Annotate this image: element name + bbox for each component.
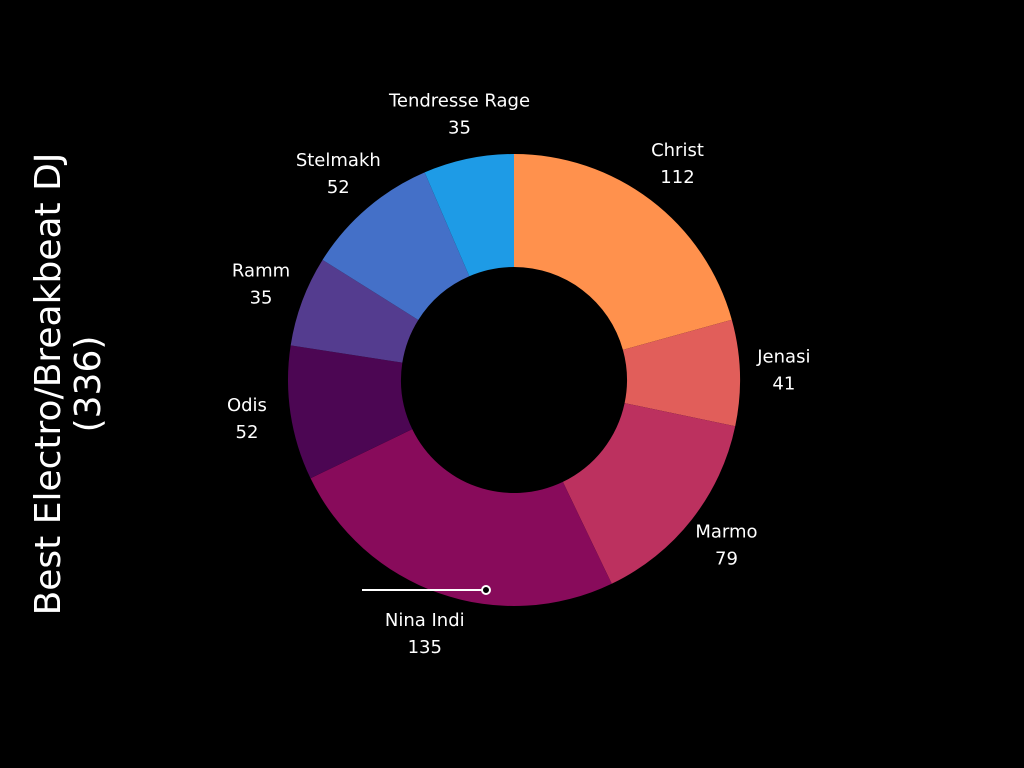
slice-label: Ramm xyxy=(232,261,290,282)
slice-value: 112 xyxy=(660,167,694,188)
chart-title: Best Electro/Breakbeat DJ xyxy=(28,153,69,616)
slice-label: Jenasi xyxy=(756,346,810,367)
slice xyxy=(562,403,736,584)
slice xyxy=(290,259,419,363)
slice xyxy=(288,345,413,479)
slice-value: 52 xyxy=(327,177,350,198)
slice xyxy=(622,319,741,427)
slice xyxy=(424,154,514,277)
slice-value: 52 xyxy=(236,422,259,443)
slice-value: 79 xyxy=(715,549,738,570)
slice xyxy=(322,172,470,320)
slice-label: Odis xyxy=(227,395,267,416)
chart-title: (336) xyxy=(68,336,109,433)
slice-label: Tendresse Rage xyxy=(388,91,530,112)
title-group: Best Electro/Breakbeat DJ (336) xyxy=(28,153,109,616)
slice-label: Marmo xyxy=(695,522,757,543)
slice-value: 41 xyxy=(772,373,795,394)
cursor-handle xyxy=(481,585,491,595)
labels: Christ 112 Jenasi 41 Marmo 79 Nina Indi 135 Odis… xyxy=(227,91,811,658)
slice-label: Christ xyxy=(651,140,704,161)
slice-label: Nina Indi xyxy=(385,610,465,631)
slice-value: 35 xyxy=(448,118,471,139)
slice xyxy=(310,429,612,607)
slice xyxy=(514,154,732,350)
slice-value: 135 xyxy=(408,637,442,658)
slices xyxy=(288,154,741,607)
slice-label: Stelmakh xyxy=(296,150,381,171)
slice-value: 35 xyxy=(250,288,273,309)
